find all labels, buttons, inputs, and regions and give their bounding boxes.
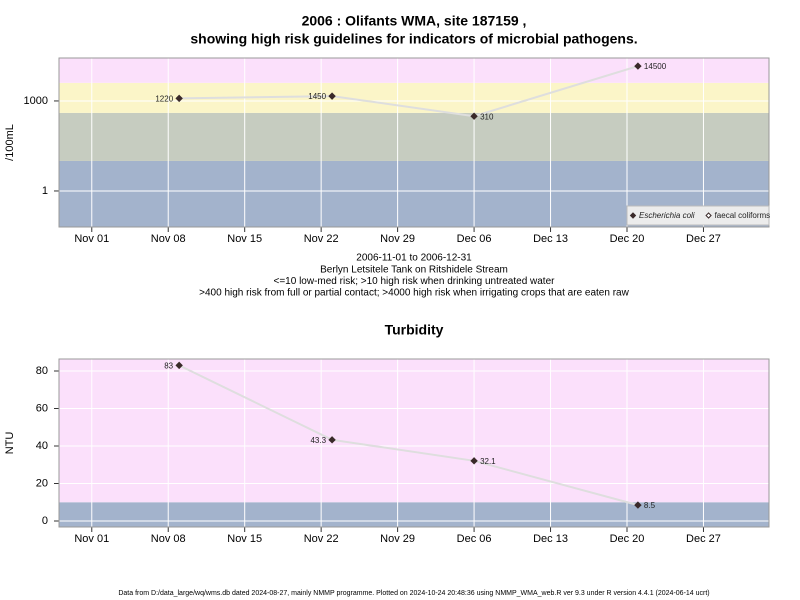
chart-title: showing high risk guidelines for indicat… [190, 31, 637, 47]
chart-title: Turbidity [385, 322, 444, 338]
legend-marker [629, 212, 637, 219]
x-tick-label: Dec 20 [610, 533, 645, 545]
data-label: 14500 [644, 62, 667, 71]
chart-title: 2006 : Olifants WMA, site 187159 , [302, 13, 527, 29]
legend-label: Escherichia coli [639, 211, 695, 220]
y-tick-label: 1 [42, 185, 48, 197]
y-tick-label: 60 [36, 402, 48, 414]
data-label: 310 [480, 112, 494, 121]
y-tick-label: 20 [36, 477, 48, 489]
note: >400 high risk from full or partial cont… [199, 288, 629, 299]
data-label: 32.1 [480, 457, 496, 466]
x-tick-label: Nov 22 [304, 233, 339, 245]
note: <=10 low-med risk; >10 high risk when dr… [274, 276, 556, 287]
data-label: 8.5 [644, 501, 656, 510]
x-tick-label: Nov 29 [380, 533, 415, 545]
series-line [179, 65, 639, 118]
x-tick-label: Nov 08 [151, 233, 186, 245]
data-point [328, 436, 336, 444]
x-tick-label: Dec 13 [533, 533, 568, 545]
y-tick-label: 80 [36, 365, 48, 377]
note: Berlyn Letsitele Tank on Ritshidele Stre… [320, 264, 508, 275]
x-tick-label: Nov 15 [227, 233, 262, 245]
data-label: 83 [164, 361, 173, 370]
legend-box [626, 205, 770, 226]
x-tick-label: Dec 27 [686, 533, 721, 545]
y-tick-label: 1000 [24, 95, 48, 107]
x-tick-label: Nov 08 [151, 533, 186, 545]
risk-band [59, 359, 769, 503]
data-point [634, 62, 642, 70]
data-point [328, 92, 336, 100]
x-tick-label: Dec 27 [686, 233, 721, 245]
risk-band [59, 112, 769, 161]
data-point [470, 112, 478, 120]
data-point [634, 501, 642, 509]
data-label: 1450 [308, 92, 326, 101]
risk-band [59, 502, 769, 527]
x-tick-label: Nov 22 [304, 533, 339, 545]
data-label: 1220 [155, 94, 173, 103]
y-axis-label: NTU [4, 432, 16, 455]
plot-border [58, 358, 770, 528]
data-label: 43.3 [310, 436, 326, 445]
series-line [178, 364, 639, 507]
risk-band [59, 58, 769, 83]
x-tick-label: Nov 29 [380, 233, 415, 245]
legend-marker [705, 212, 712, 219]
legend-label: faecal coliforms [715, 211, 771, 220]
data-point [470, 457, 478, 465]
data-point [175, 361, 183, 370]
y-tick-label: 40 [36, 440, 48, 452]
plot-border [58, 57, 770, 228]
data-point [175, 94, 183, 103]
y-axis-label: /100mL [4, 124, 16, 161]
x-tick-label: Dec 20 [610, 233, 645, 245]
x-tick-label: Nov 15 [227, 533, 262, 545]
y-tick-label: 0 [42, 515, 48, 527]
note: 2006-11-01 to 2006-12-31 [356, 253, 472, 264]
x-tick-label: Nov 01 [74, 533, 109, 545]
footer: Data from D:/data_large/wq/wms.db dated … [118, 590, 709, 597]
x-tick-label: Nov 01 [74, 233, 109, 245]
x-tick-label: Dec 06 [457, 233, 492, 245]
x-tick-label: Dec 06 [457, 533, 492, 545]
x-tick-label: Dec 13 [533, 233, 568, 245]
